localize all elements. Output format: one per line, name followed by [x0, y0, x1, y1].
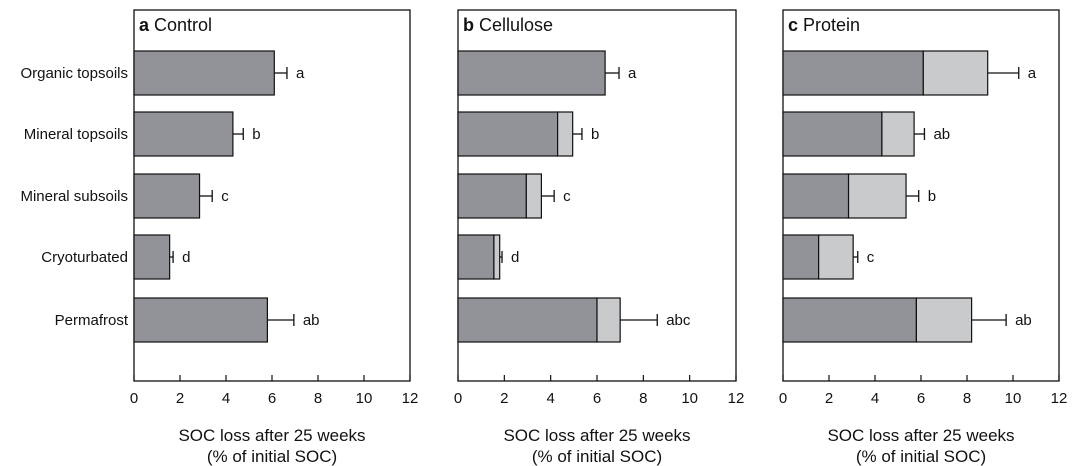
significance-letter: ab: [1015, 312, 1032, 329]
bar-segment-base: [782, 297, 917, 343]
bar-segment-extra: [915, 297, 973, 343]
significance-letter: a: [1028, 65, 1037, 82]
bar-segment-extra: [557, 111, 574, 157]
significance-letter: c: [221, 188, 229, 205]
x-tick-label: 2: [176, 390, 184, 407]
x-tick-label: 12: [402, 390, 419, 407]
significance-letter: c: [867, 249, 875, 266]
panel-letter: b: [463, 15, 474, 35]
x-tick-label: 6: [268, 390, 276, 407]
x-tick-label: 8: [314, 390, 322, 407]
category-label: Mineral topsoils: [24, 126, 128, 143]
bar-segment-extra: [847, 173, 907, 219]
panel-c: c Protein 0 2 4 6 8 10 12 SOC loss after 25 week…: [779, 9, 1068, 466]
x-tick-label: 10: [1005, 390, 1022, 407]
bar-segment-base: [782, 50, 924, 96]
bar-segment-extra: [922, 50, 989, 96]
category-label: Organic topsoils: [20, 65, 128, 82]
x-tick-label: 0: [130, 390, 138, 407]
panel-letter: a: [139, 15, 150, 35]
x-axis-label: (% of initial SOC): [532, 447, 662, 466]
significance-letter: abc: [666, 312, 691, 329]
bar-segment-base: [457, 173, 527, 219]
x-tick-label: 8: [963, 390, 971, 407]
x-tick-label: 8: [639, 390, 647, 407]
x-tick-label: 4: [546, 390, 554, 407]
bar-segment-extra: [881, 111, 915, 157]
bar-segment-base: [782, 173, 850, 219]
significance-letter: d: [182, 249, 190, 266]
x-tick-label: 0: [454, 390, 462, 407]
significance-letter: d: [511, 249, 519, 266]
significance-letter: b: [591, 126, 599, 143]
bar-segment-base: [133, 50, 275, 96]
x-tick-label: 0: [779, 390, 787, 407]
bar-segment-base: [782, 234, 820, 280]
bar-segment-base: [133, 111, 234, 157]
panel-title: c Protein: [788, 15, 860, 35]
panel-title-text: Protein: [798, 15, 860, 35]
x-tick-label: 2: [500, 390, 508, 407]
panel-letter: c: [788, 15, 798, 35]
category-label: Cryoturbated: [41, 249, 128, 266]
panel-title-text: Cellulose: [474, 15, 553, 35]
significance-letter: b: [928, 188, 936, 205]
x-axis-label: (% of initial SOC): [207, 447, 337, 466]
bar-segment-base: [457, 111, 559, 157]
bar-segment-base: [133, 234, 171, 280]
bar-segment-base: [133, 173, 201, 219]
panel-title: a Control: [139, 15, 212, 35]
x-tick-label: 6: [593, 390, 601, 407]
significance-letter: a: [628, 65, 637, 82]
category-label: Permafrost: [55, 312, 129, 329]
x-tick-label: 10: [681, 390, 698, 407]
significance-letter: b: [252, 126, 260, 143]
x-tick-label: 10: [356, 390, 373, 407]
x-tick-label: 12: [1051, 390, 1068, 407]
bar-segment-base: [133, 297, 268, 343]
category-label: Mineral subsoils: [20, 188, 128, 205]
panel-title-text: Control: [149, 15, 212, 35]
x-axis-label: SOC loss after 25 weeks: [178, 426, 365, 445]
bar-segment-extra: [596, 297, 621, 343]
bar-segment-base: [457, 50, 606, 96]
bar-segment-extra: [493, 234, 501, 280]
x-axis-label: (% of initial SOC): [856, 447, 986, 466]
x-tick-label: 4: [871, 390, 879, 407]
x-tick-label: 6: [917, 390, 925, 407]
bar-segment-base: [457, 297, 598, 343]
significance-letter: c: [563, 188, 571, 205]
significance-letter: ab: [933, 126, 950, 143]
x-axis-label: SOC loss after 25 weeks: [827, 426, 1014, 445]
x-axis-label: SOC loss after 25 weeks: [503, 426, 690, 445]
bar-segment-base: [457, 234, 495, 280]
panel-a: a Control 0 2 4 6 8 10 12 SOC loss after 25 week…: [20, 9, 419, 466]
bar-segment-extra: [525, 173, 543, 219]
x-tick-label: 12: [728, 390, 745, 407]
bar-segment-base: [782, 111, 883, 157]
significance-letter: ab: [303, 312, 320, 329]
x-tick-label: 4: [222, 390, 230, 407]
significance-letter: a: [296, 65, 305, 82]
panel-b: b Cellulose 0 2 4 6 8 10 12 SOC loss after 25 we…: [454, 9, 745, 466]
panel-title: b Cellulose: [463, 15, 553, 35]
bar-segment-extra: [818, 234, 854, 280]
x-tick-label: 2: [825, 390, 833, 407]
